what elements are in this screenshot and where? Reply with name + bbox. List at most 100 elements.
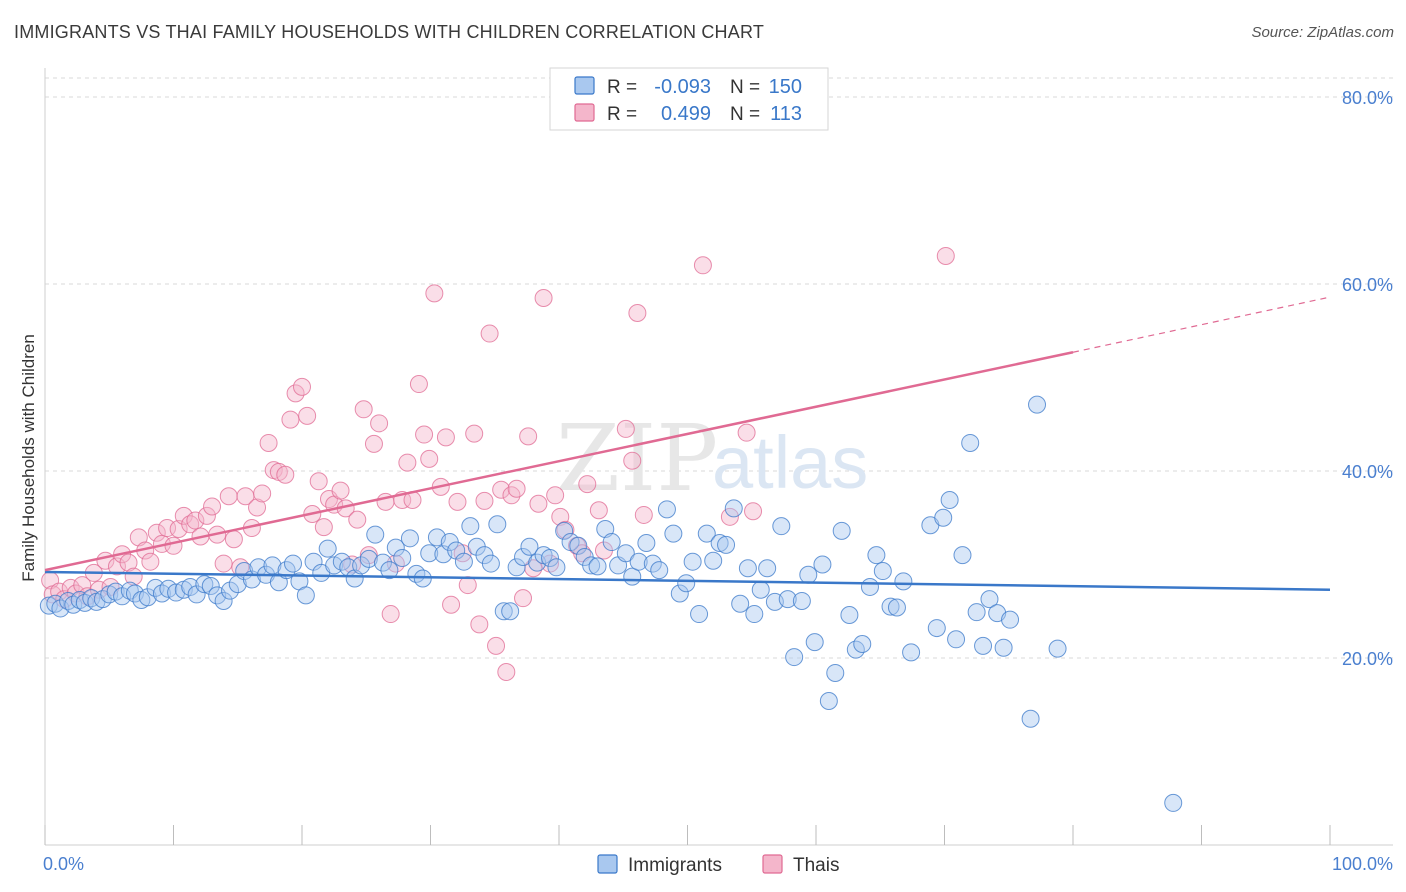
- immigrants-point: [1048, 639, 1067, 658]
- thais-point: [276, 465, 295, 484]
- immigrants-point: [927, 619, 946, 638]
- chart-title: IMMIGRANTS VS THAI FAMILY HOUSEHOLDS WIT…: [14, 22, 765, 42]
- trend-lines: [44, 296, 1331, 591]
- immigrants-point: [805, 633, 824, 652]
- thais-point: [507, 479, 526, 498]
- immigrants-point: [860, 577, 879, 596]
- immigrants-point: [751, 580, 770, 599]
- thais-point: [219, 487, 238, 506]
- thais-point: [487, 636, 506, 655]
- thais-point: [519, 427, 538, 446]
- immigrants-point: [380, 561, 399, 580]
- immigrants-point: [629, 552, 648, 571]
- thais-point: [314, 518, 333, 537]
- thais-point: [164, 536, 183, 555]
- immigrants-point: [683, 552, 702, 571]
- thais-point: [259, 433, 278, 452]
- immigrants-point: [481, 554, 500, 573]
- thais-point: [480, 324, 499, 343]
- thais-point: [331, 481, 350, 500]
- thais-trend-line: [44, 351, 1074, 572]
- immigrants-point: [994, 638, 1013, 657]
- immigrants-point: [792, 591, 811, 610]
- immigrants-point: [569, 536, 588, 555]
- immigrants-point: [507, 558, 526, 577]
- immigrants-point: [738, 559, 757, 578]
- immigrants-point: [637, 533, 656, 552]
- thais-point: [578, 475, 597, 494]
- y-tick-label: 80.0%: [1342, 88, 1393, 108]
- thais-point: [425, 284, 444, 303]
- x-tick-label: 0.0%: [43, 854, 84, 874]
- thais-point: [147, 523, 166, 542]
- immigrants-point: [881, 597, 900, 616]
- immigrants-point: [64, 595, 83, 614]
- immigrants-point: [724, 499, 743, 518]
- immigrants-point: [488, 515, 507, 534]
- thais-point: [409, 375, 428, 394]
- r-value-immigrants: -0.093: [654, 76, 711, 98]
- thais-point: [359, 546, 378, 565]
- immigrants-point: [980, 590, 999, 609]
- thais-point: [364, 434, 383, 453]
- immigrants-point: [934, 508, 953, 527]
- immigrants-point: [1021, 709, 1040, 728]
- immigrants-point: [819, 692, 838, 711]
- immigrants-point: [106, 582, 125, 601]
- thais-point: [616, 419, 635, 438]
- thais-point: [119, 553, 138, 572]
- legend-swatch-immigrants: [597, 854, 618, 874]
- immigrants-point: [1164, 793, 1183, 812]
- immigrants-point: [697, 524, 716, 543]
- immigrants-point: [650, 561, 669, 580]
- immigrants-point: [284, 554, 303, 573]
- immigrants-point: [731, 594, 750, 613]
- immigrants-point: [393, 548, 412, 567]
- thais-point: [634, 505, 653, 524]
- immigrants-point: [840, 605, 859, 624]
- thais-point: [458, 576, 477, 595]
- immigrants-point: [514, 548, 533, 567]
- thais-point: [628, 303, 647, 322]
- immigrants-point: [643, 554, 662, 573]
- thais-point: [253, 484, 272, 503]
- immigrants-point: [670, 584, 689, 603]
- stats-legend-box: R = -0.093 N = 150 R = 0.499 N = 113: [549, 67, 829, 131]
- immigrants-point: [710, 533, 729, 552]
- thais-point: [546, 486, 565, 505]
- immigrants-point: [826, 663, 845, 682]
- immigrants-point: [1001, 610, 1020, 629]
- immigrants-point: [494, 602, 513, 621]
- immigrants-point: [623, 567, 642, 586]
- immigrants-point: [745, 605, 764, 624]
- immigrants-point: [853, 634, 872, 653]
- immigrants-point: [555, 521, 574, 540]
- thais-point: [141, 552, 160, 571]
- immigrants-point: [772, 517, 791, 536]
- thais-point: [354, 400, 373, 419]
- immigrants-point: [400, 529, 419, 548]
- immigrants-point: [221, 581, 240, 600]
- thais-point: [248, 498, 267, 517]
- thais-point: [589, 501, 608, 520]
- x-tick-label: 100.0%: [1332, 854, 1393, 874]
- immigrants-point: [454, 552, 473, 571]
- thais-point: [298, 406, 317, 425]
- thais-point: [293, 377, 311, 396]
- thais-point: [556, 520, 575, 539]
- thais-point: [381, 605, 400, 624]
- legend-label-immigrants: Immigrants: [628, 855, 722, 876]
- axes: [44, 68, 1393, 846]
- immigrants-point: [352, 556, 371, 575]
- immigrants-point: [961, 433, 980, 452]
- immigrants-point: [201, 577, 220, 596]
- thais-point: [107, 557, 126, 576]
- tick-labels: 20.0% 40.0% 60.0% 80.0% 0.0% 100.0%: [43, 88, 1393, 874]
- immigrants-point: [420, 544, 439, 563]
- thais-point: [936, 246, 955, 265]
- immigrants-point: [704, 551, 723, 570]
- thais-point: [448, 492, 467, 511]
- immigrants-point: [588, 557, 607, 576]
- immigrants-point: [520, 537, 539, 556]
